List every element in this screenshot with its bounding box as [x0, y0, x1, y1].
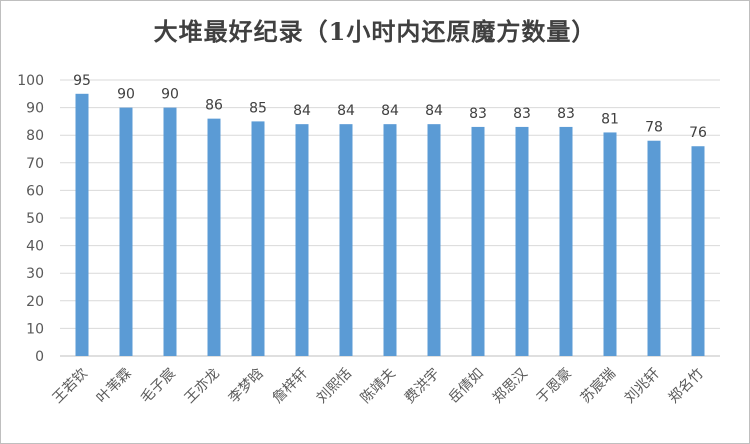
x-tick-label: 叶苇霖: [94, 366, 135, 407]
x-tick-label: 陈靖夫: [357, 365, 399, 407]
bar: [295, 124, 309, 356]
data-label: 76: [689, 125, 707, 141]
y-axis-ticks: 0 10 20 30 40 50 60 70 80 90 100: [17, 73, 44, 365]
y-tick-label: 70: [26, 156, 44, 172]
x-tick-label: 王若钦: [50, 366, 91, 407]
data-label: 84: [425, 103, 443, 119]
bar: [559, 126, 573, 356]
y-tick-label: 30: [26, 266, 44, 282]
x-axis-ticks: 王若钦 叶苇霖 毛子宸 王亦龙 李梦晗 詹梓轩 刘熙恬 陈靖夫 费洪宇 岳倩如 郑思汉 于恩豪 苏宸瑞刘…: [50, 365, 707, 407]
y-tick-label: 50: [26, 211, 44, 227]
bar: [515, 126, 529, 356]
bar: [251, 121, 265, 357]
data-label: 90: [161, 87, 179, 103]
y-tick-label: 90: [26, 101, 44, 117]
data-labels: 95 90 90 86 85 84 84 84 84 83 83 83 81 78 76: [73, 73, 707, 141]
bar: [119, 107, 133, 356]
x-tick-label: 费洪宇: [402, 366, 443, 407]
x-tick-label: 王亦龙: [182, 366, 223, 407]
bar: [691, 146, 705, 356]
x-tick-label: 岳倩如: [446, 366, 487, 407]
bar: [647, 140, 661, 356]
y-tick-label: 10: [26, 321, 44, 337]
x-tick-label: 詹梓轩: [270, 366, 311, 407]
bar: [383, 124, 397, 356]
bar: [471, 126, 485, 356]
x-tick-label: 李梦晗: [225, 365, 267, 407]
y-tick-label: 20: [26, 294, 44, 310]
bar: [207, 118, 221, 356]
data-label: 83: [469, 106, 487, 122]
bar: [163, 107, 177, 356]
data-label: 78: [645, 120, 663, 136]
bar: [603, 132, 617, 356]
data-label: 81: [601, 111, 619, 127]
x-tick-label: 毛子宸: [137, 365, 179, 407]
data-label: 86: [205, 98, 223, 114]
y-tick-label: 40: [26, 239, 44, 255]
data-label: 84: [381, 103, 399, 119]
bars: [75, 93, 705, 357]
x-tick-label: 刘兆轩: [622, 366, 663, 407]
y-tick-label: 0: [35, 349, 44, 365]
data-label: 83: [557, 106, 575, 122]
data-label: 84: [293, 103, 311, 119]
data-label: 90: [117, 87, 135, 103]
data-label: 83: [513, 106, 531, 122]
data-label: 85: [249, 100, 267, 116]
x-tick-label: 刘熙恬: [314, 366, 355, 407]
bar: [427, 124, 441, 356]
y-tick-label: 100: [17, 73, 44, 89]
y-tick-label: 80: [26, 128, 44, 144]
x-tick-label: 郑名竹: [666, 366, 707, 407]
x-tick-label: 于恩豪: [534, 366, 575, 407]
chart-title: 大堆最好纪录（1小时内还原魔方数量）: [153, 17, 597, 46]
bar: [339, 124, 353, 356]
x-tick-label: 郑思汉: [490, 366, 531, 407]
data-label: 95: [73, 73, 91, 89]
data-label: 84: [337, 103, 355, 119]
x-tick-label: 苏宸瑞: [577, 365, 619, 407]
y-tick-label: 60: [26, 183, 44, 199]
bar: [75, 93, 89, 357]
